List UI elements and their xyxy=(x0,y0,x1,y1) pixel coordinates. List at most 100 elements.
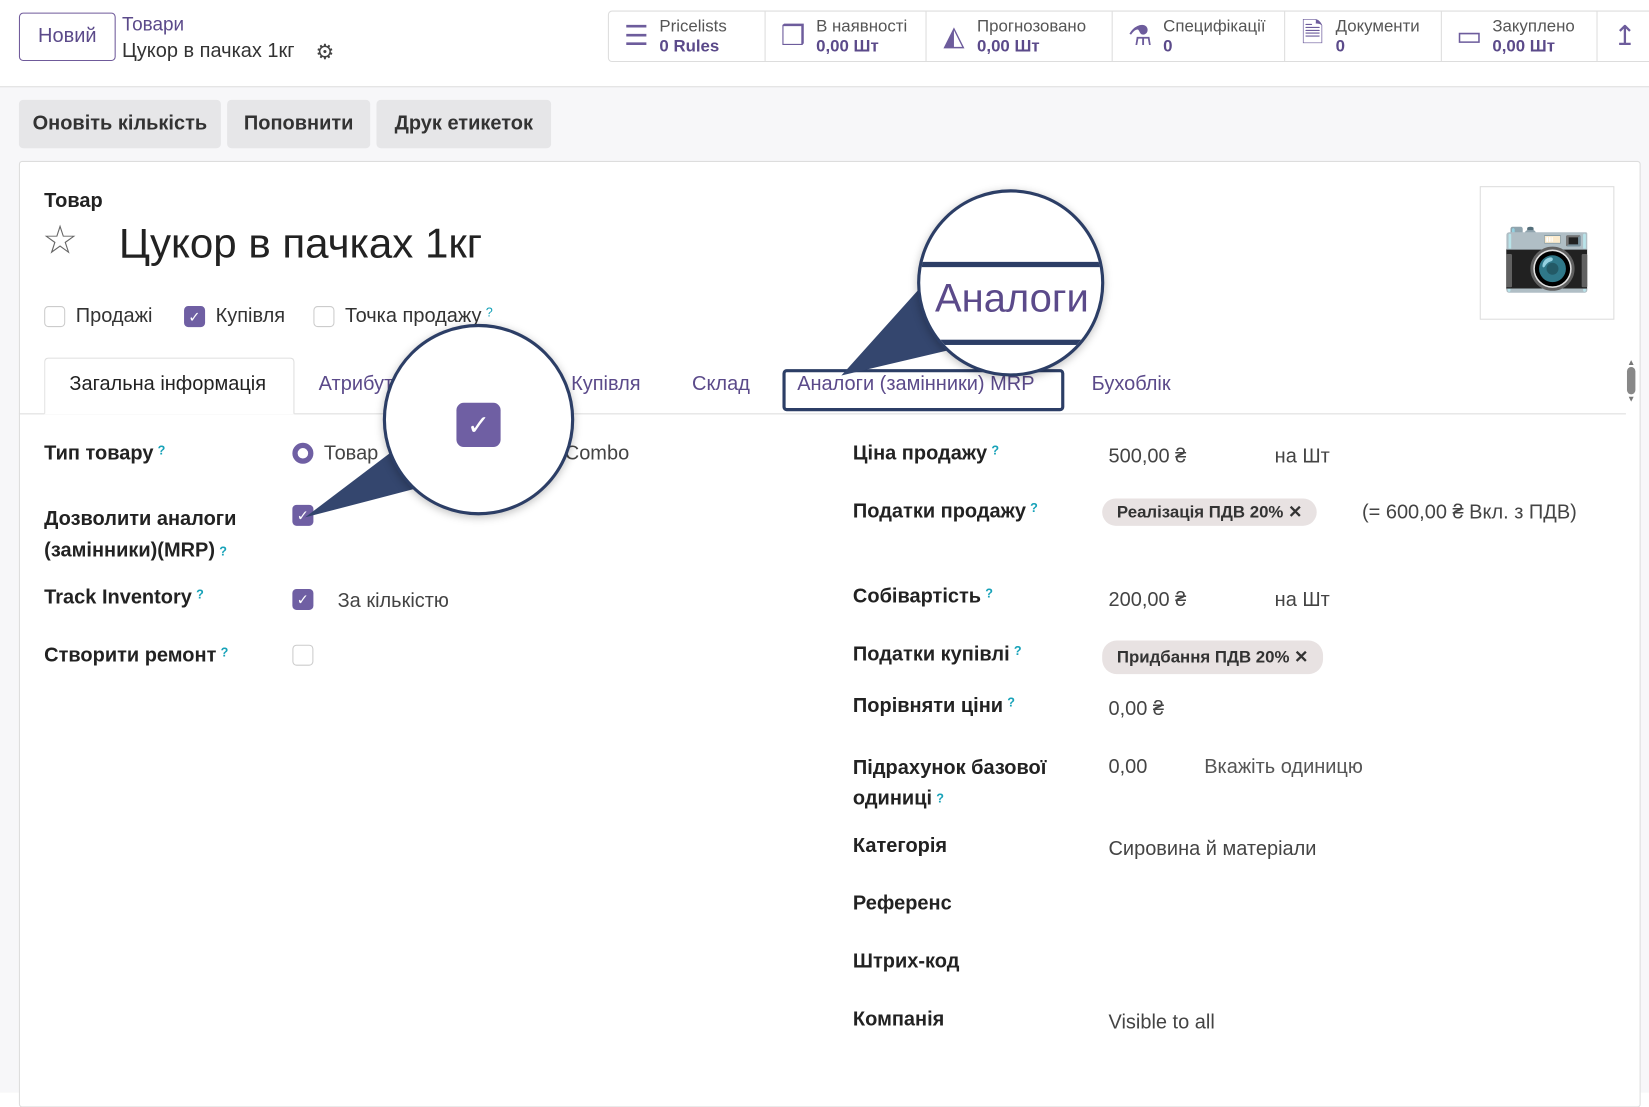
help-icon: ? xyxy=(985,585,994,601)
base-unit-label-line1: Підрахунок базової xyxy=(852,757,1047,780)
replenish-button[interactable]: Поповнити xyxy=(227,99,371,149)
base-unit-label-line2: одиниці xyxy=(852,787,933,810)
new-button[interactable]: Новий xyxy=(18,12,116,61)
smart-buttons: ☰ Pricelists 0 Rules ❒ В наявності 0,00 Шт ◭… xyxy=(607,10,1649,63)
sale-taxes-label-text: Податки продажу xyxy=(852,500,1026,523)
help-icon: ? xyxy=(1007,695,1016,710)
help-icon: ? xyxy=(936,790,944,806)
tab-general[interactable] xyxy=(44,357,295,415)
stat-title: Прогнозовано xyxy=(977,17,1087,36)
purchased-button[interactable]: ▭ Закуплено 0,00 Шт xyxy=(1442,11,1598,61)
allow-analogs-label: Дозволити аналоги (замінники)(MRP)? xyxy=(44,504,236,567)
analogs-tab-highlight xyxy=(782,369,1065,412)
product-type-goods-radio[interactable] xyxy=(292,442,314,464)
stat-title: Закуплено xyxy=(1492,17,1575,36)
compare-price-label-text: Порівняти ціни xyxy=(852,695,1004,718)
on-hand-button[interactable]: ❒ В наявності 0,00 Шт xyxy=(766,11,927,61)
bom-button[interactable]: ⚗ Специфікації 0 xyxy=(1113,11,1286,61)
company-label: Компанія xyxy=(852,1008,945,1031)
print-labels-button[interactable]: Друк етикеток xyxy=(376,99,552,149)
track-inventory-mode[interactable]: За кількістю xyxy=(337,590,449,613)
purchase-tax-tag-label: Придбання ПДВ 20% xyxy=(1116,648,1290,667)
pos-checkbox[interactable] xyxy=(313,306,335,328)
allow-analogs-checkbox[interactable]: ✓ xyxy=(292,504,314,526)
stat-value: 0,00 Шт xyxy=(1492,37,1555,56)
checkbox-magnifier-callout: ✓ xyxy=(382,323,575,516)
tab-accounting[interactable]: Бухоблік xyxy=(1091,373,1171,396)
more-button[interactable]: ↥ xyxy=(1598,12,1649,61)
help-icon: ? xyxy=(196,586,204,602)
purchase-label: Купівля xyxy=(215,304,286,328)
sale-price-unit: на Шт xyxy=(1274,445,1330,469)
product-kind-label: Товар xyxy=(44,190,103,213)
stat-title: Документи xyxy=(1335,17,1420,36)
camera-plus-icon[interactable]: 📷 xyxy=(1479,186,1615,320)
gear-icon[interactable]: ⚙ xyxy=(315,41,335,65)
sale-price-field[interactable]: 500,00 ₴ xyxy=(1108,445,1187,469)
product-name-field[interactable]: Цукор в пачках 1кг xyxy=(118,220,483,268)
remove-tag-icon[interactable]: ✕ xyxy=(1288,503,1303,522)
track-inventory-label: Track Inventory? xyxy=(44,587,204,610)
help-icon: ? xyxy=(220,644,229,660)
create-repair-checkbox[interactable] xyxy=(292,644,314,666)
update-quantity-button[interactable]: Оновіть кількість xyxy=(18,99,221,149)
tab-inventory[interactable]: Склад xyxy=(692,373,750,396)
cost-field[interactable]: 200,00 ₴ xyxy=(1108,588,1187,612)
magnified-border-top xyxy=(920,261,1102,268)
allow-analogs-label-line1: Дозволити аналоги xyxy=(44,507,237,531)
cost-label: Собівартість? xyxy=(853,586,993,609)
help-icon: ? xyxy=(485,304,493,320)
category-label: Категорія xyxy=(852,835,948,858)
product-type-label-text: Тип товару xyxy=(44,442,154,465)
help-icon: ? xyxy=(219,543,227,559)
create-repair-label-text: Створити ремонт xyxy=(44,644,217,667)
stat-title: Pricelists xyxy=(659,17,727,36)
tab-attributes[interactable]: Атрибути xyxy=(318,373,405,396)
purchase-checkbox[interactable]: ✓ xyxy=(184,306,206,328)
company-field[interactable]: Visible to all xyxy=(1108,1011,1215,1034)
stat-value: 0,00 Шт xyxy=(816,37,879,56)
cost-label-text: Собівартість xyxy=(852,585,982,608)
cubes-icon: ❒ xyxy=(780,19,806,52)
tab-purchase[interactable]: Купівля xyxy=(571,373,641,396)
forecast-button[interactable]: ◭ Прогнозовано 0,00 Шт xyxy=(927,11,1113,61)
stat-title: Специфікації xyxy=(1163,17,1266,36)
tabs-scrollbar[interactable]: ▲ ▼ xyxy=(1626,357,1636,404)
product-type-goods-label: Товар xyxy=(323,442,379,465)
product-type-label: Тип товару? xyxy=(44,443,165,466)
documents-button[interactable]: 🗎 Документи 0 xyxy=(1285,11,1442,61)
pos-label: Точка продажу? xyxy=(345,305,493,328)
record-title: Цукор в пачках 1кг xyxy=(121,39,295,63)
tab-general-label[interactable]: Загальна інформація xyxy=(69,373,267,396)
barcode-label: Штрих-код xyxy=(852,950,960,973)
product-type-combo-label[interactable]: Combo xyxy=(564,442,630,465)
reference-label: Референс xyxy=(852,892,952,915)
flask-icon: ⚗ xyxy=(1127,19,1153,52)
tab-magnifier-callout: Аналоги xyxy=(917,189,1105,377)
sale-tax-included: (= 600,00 ₴ Вкл. з ПДВ) xyxy=(1361,501,1577,524)
category-field[interactable]: Сировина й матеріали xyxy=(1108,838,1317,861)
base-unit-select[interactable]: Вкажіть одиницю xyxy=(1204,756,1363,779)
arrow-up-icon: ↥ xyxy=(1613,19,1637,52)
stat-value: 0,00 Шт xyxy=(977,37,1040,56)
tabs-divider xyxy=(18,413,1626,415)
sale-price-label-text: Ціна продажу xyxy=(852,442,988,465)
sales-checkbox[interactable] xyxy=(44,306,66,328)
remove-tag-icon[interactable]: ✕ xyxy=(1294,648,1309,667)
track-inventory-checkbox[interactable]: ✓ xyxy=(292,588,314,610)
purchase-taxes-label: Податки купівлі? xyxy=(853,644,1022,667)
purchase-tax-tag: Придбання ПДВ 20% ✕ xyxy=(1102,640,1323,675)
breadcrumb-products[interactable]: Товари xyxy=(121,13,185,35)
create-repair-label: Створити ремонт? xyxy=(44,645,228,668)
stat-value: 0 Rules xyxy=(659,37,720,56)
document-icon: 🗎 xyxy=(1301,16,1324,48)
star-icon[interactable]: ☆ xyxy=(42,218,78,263)
area-chart-icon: ◭ xyxy=(943,19,965,52)
pricelists-button[interactable]: ☰ Pricelists 0 Rules xyxy=(609,11,766,61)
allow-analogs-label-line2: (замінники)(MRP) xyxy=(44,539,216,562)
sales-label: Продажі xyxy=(75,304,153,328)
compare-price-field[interactable]: 0,00 ₴ xyxy=(1108,698,1165,721)
tab-analogs[interactable]: Аналоги (замінники) MRP xyxy=(797,373,1035,396)
base-unit-count-field[interactable]: 0,00 xyxy=(1108,756,1148,779)
